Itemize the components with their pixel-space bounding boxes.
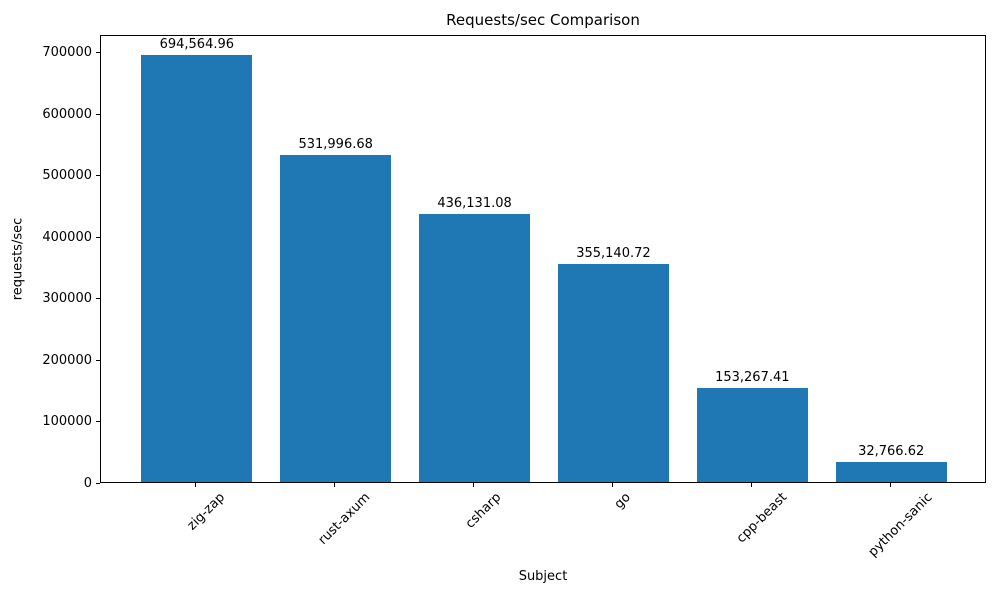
x-tick: [611, 483, 613, 487]
y-tick-label: 400000: [42, 229, 92, 245]
bar-value-label: 694,564.96: [159, 37, 235, 53]
x-tick-label-python-sanic: python-sanic: [865, 490, 936, 560]
y-tick-label: 100000: [42, 414, 92, 430]
bar-value-label: 531,996.68: [298, 137, 373, 153]
y-tick: [96, 113, 100, 115]
x-tick-label-go: go: [611, 490, 634, 513]
bar-go: [557, 263, 669, 482]
y-tick: [96, 175, 100, 177]
x-tick: [334, 483, 336, 487]
x-tick-label-zig-zap: zig-zap: [184, 490, 229, 534]
y-tick: [96, 359, 100, 361]
y-tick: [96, 52, 100, 54]
x-axis-label: Subject: [518, 569, 568, 584]
x-tick: [195, 483, 197, 487]
y-tick: [96, 482, 100, 484]
bar-zig-zap: [141, 55, 253, 482]
bar-rust-axum: [280, 155, 392, 482]
bar-python-sanic: [835, 461, 947, 482]
y-tick: [96, 421, 100, 423]
bar-cpp-beast: [696, 387, 808, 482]
x-tick: [750, 483, 752, 487]
x-tick: [473, 483, 475, 487]
bar-value-label: 436,131.08: [437, 196, 512, 212]
chart-title: Requests/sec Comparison: [446, 11, 640, 29]
y-tick-label: 500000: [42, 168, 92, 184]
plot-area: 694,564.96 531,996.68 436,131.08 355,140.72…: [100, 35, 986, 483]
bar-csharp: [419, 214, 531, 482]
y-tick-label: 600000: [42, 106, 92, 122]
bar-value-label: 153,267.41: [715, 369, 790, 385]
x-tick-label-csharp: csharp: [462, 490, 505, 532]
x-tick: [889, 483, 891, 487]
y-tick-label: 200000: [42, 352, 92, 368]
y-tick-label: 700000: [42, 45, 92, 61]
y-tick: [96, 236, 100, 238]
y-tick-label: 300000: [42, 291, 92, 307]
bar-value-label: 32,766.62: [858, 443, 925, 459]
x-tick-label-cpp-beast: cpp-beast: [733, 490, 790, 547]
y-tick-label: 0: [83, 475, 92, 491]
bar-value-label: 355,140.72: [576, 245, 651, 261]
y-tick: [96, 298, 100, 300]
x-tick-label-rust-axum: rust-axum: [315, 490, 374, 548]
